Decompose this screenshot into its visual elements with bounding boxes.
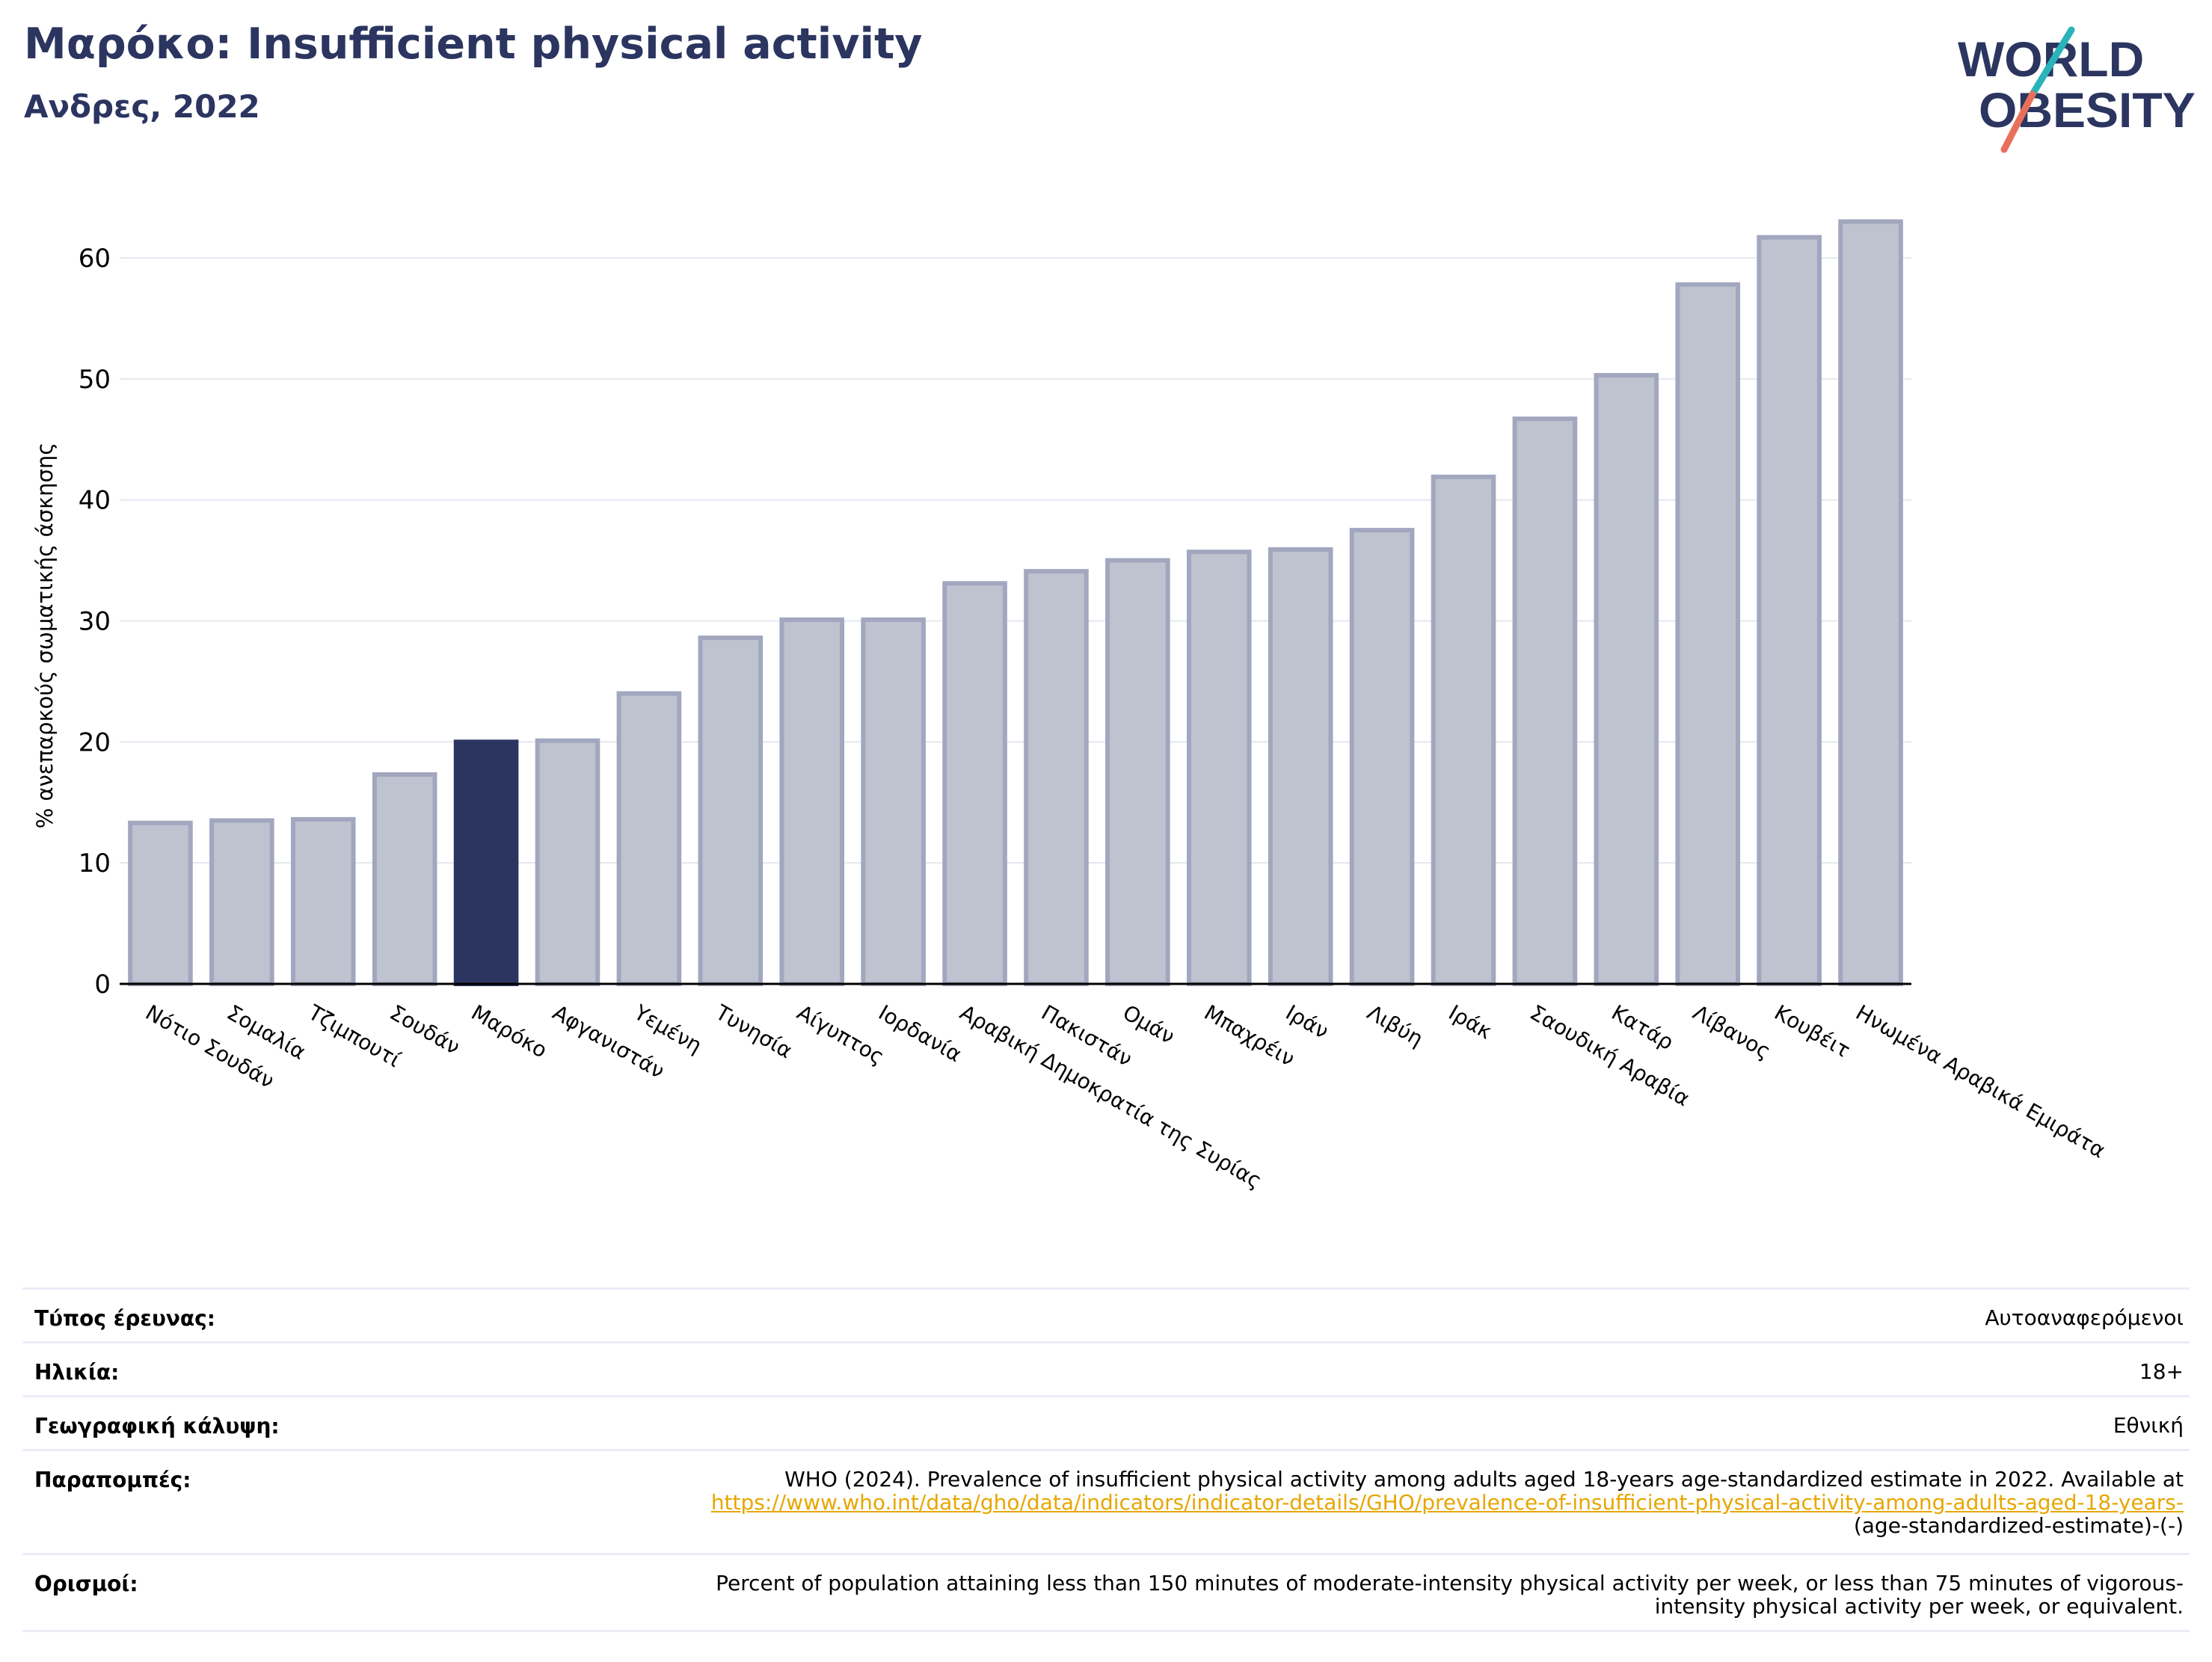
x-tick-label: Αίγυπτος bbox=[793, 1000, 888, 1069]
bar bbox=[1105, 558, 1170, 986]
logo-slash-bottom bbox=[2000, 90, 2036, 153]
references-text: WHO (2024). Prevalence of insufficient p… bbox=[784, 1467, 2184, 1492]
bar bbox=[698, 635, 764, 986]
x-tick-label: Ομάν bbox=[1119, 1000, 1179, 1049]
definitions-label: Ορισμοί: bbox=[22, 1553, 513, 1632]
info-row-coverage: Γεωγραφική κάλυψη: Εθνική bbox=[22, 1395, 2190, 1450]
bar bbox=[209, 818, 274, 986]
bar bbox=[372, 772, 437, 986]
references-tail: (age-standardized-estimate)-(-) bbox=[1853, 1513, 2184, 1538]
x-tick-label: Ιράν bbox=[1282, 1000, 1333, 1044]
bar bbox=[1349, 528, 1415, 986]
x-tick-label: Λιβύη bbox=[1363, 1000, 1428, 1051]
x-tick-label: Ηνωμένα Αραβικά Εμιράτα bbox=[1852, 1000, 2110, 1163]
info-row-survey-type: Τύπος έρευνας: Αυτοαναφερόμενοι bbox=[22, 1287, 2190, 1343]
coverage-value: Εθνική bbox=[513, 1395, 2190, 1450]
bar bbox=[1512, 416, 1578, 986]
x-tick-label: Τυνησία bbox=[710, 1000, 796, 1063]
bar bbox=[1024, 569, 1089, 986]
y-tick-label: 30 bbox=[79, 606, 111, 636]
y-tick-labels: 0 10 20 30 40 50 60 bbox=[79, 244, 111, 1000]
survey-type-value: Αυτοαναφερόμενοι bbox=[513, 1287, 2190, 1343]
info-row-definitions: Ορισμοί: Percent of population attaining… bbox=[22, 1553, 2190, 1632]
survey-type-label: Τύπος έρευνας: bbox=[22, 1287, 513, 1343]
bar bbox=[1431, 474, 1496, 986]
definitions-line-2: intensity physical activity per week, or… bbox=[1654, 1594, 2184, 1619]
y-tick-label: 40 bbox=[79, 486, 111, 516]
bar bbox=[861, 617, 926, 986]
references-value: WHO (2024). Prevalence of insufficient p… bbox=[513, 1449, 2190, 1554]
definitions-value: Percent of population attaining less tha… bbox=[513, 1553, 2190, 1632]
x-tick-label: Λίβανος bbox=[1689, 1000, 1775, 1064]
references-label: Παραπομπές: bbox=[22, 1449, 513, 1554]
references-link[interactable]: https://www.who.int/data/gho/data/indica… bbox=[710, 1490, 2184, 1515]
x-tick-label: Μαρόκο bbox=[467, 1000, 552, 1062]
definitions-line-1: Percent of population attaining less tha… bbox=[716, 1571, 2184, 1595]
bar bbox=[942, 581, 1007, 986]
bar bbox=[779, 617, 845, 986]
y-tick-label: 20 bbox=[79, 727, 111, 757]
bar bbox=[128, 820, 193, 987]
bar bbox=[1838, 219, 1903, 987]
y-tick-label: 60 bbox=[79, 244, 111, 274]
bar bbox=[290, 816, 356, 987]
bar bbox=[1594, 372, 1659, 987]
bars bbox=[128, 219, 1903, 987]
y-tick-label: 50 bbox=[79, 365, 111, 395]
age-value: 18+ bbox=[513, 1341, 2190, 1397]
x-tick-label: Τζιμπουτί bbox=[304, 1000, 405, 1072]
x-tick-label: Μπαχρέιν bbox=[1200, 1000, 1299, 1071]
bar bbox=[535, 738, 600, 986]
info-row-age: Ηλικία: 18+ bbox=[22, 1341, 2190, 1397]
coverage-label: Γεωγραφική κάλυψη: bbox=[22, 1395, 513, 1450]
y-tick-label: 10 bbox=[79, 849, 111, 878]
age-label: Ηλικία: bbox=[22, 1341, 513, 1397]
logo-slash-top bbox=[2029, 26, 2075, 98]
info-row-references: Παραπομπές: WHO (2024). Prevalence of in… bbox=[22, 1449, 2190, 1554]
bar bbox=[1757, 235, 1822, 986]
world-obesity-logo: WORLD OBESITY bbox=[1958, 26, 2196, 153]
x-tick-label: Κουβέιτ bbox=[1770, 1000, 1855, 1062]
y-tick-label: 0 bbox=[94, 970, 111, 1000]
x-tick-label: Ιορδανία bbox=[874, 1000, 965, 1067]
chart-subtitle: Ανδρες, 2022 bbox=[24, 88, 260, 125]
y-axis-label: % ανεπαρκούς σωματικής άσκησης bbox=[32, 443, 58, 829]
x-tick-label: Ιράκ bbox=[1445, 1000, 1496, 1044]
bar bbox=[1186, 550, 1252, 986]
bar bbox=[616, 691, 682, 986]
chart-title: Μαρόκο: Insufficient physical activity bbox=[24, 19, 923, 69]
bar bbox=[1268, 547, 1333, 986]
bar bbox=[1675, 282, 1741, 986]
info-table: Τύπος έρευνας: Αυτοαναφερόμενοι Ηλικία: … bbox=[22, 1287, 2190, 1632]
bar-chart: 0 10 20 30 40 50 60 Νότιο ΣουδάνΣομαλίαΤζιμπου… bbox=[32, 219, 2110, 1193]
bar-highlight bbox=[453, 739, 519, 986]
